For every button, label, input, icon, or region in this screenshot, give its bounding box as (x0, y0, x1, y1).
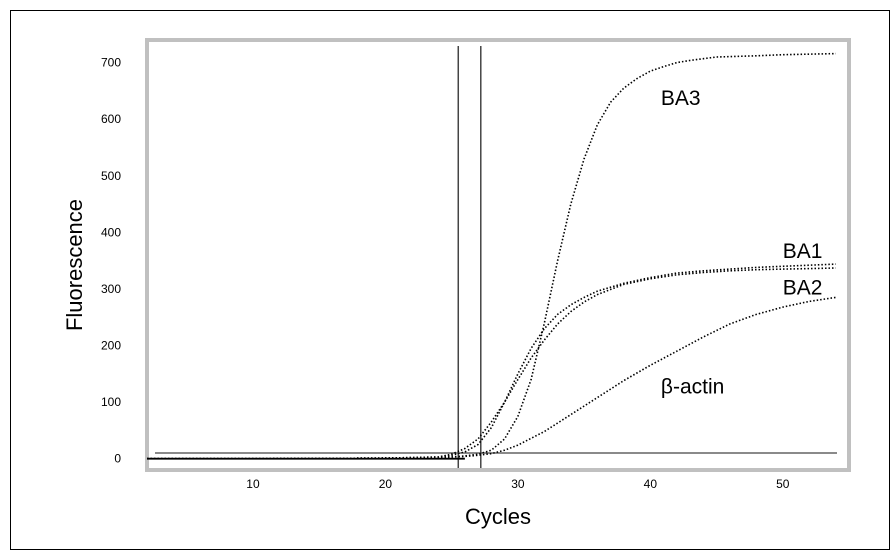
y-axis-title: Fluorescence (62, 199, 87, 331)
y-tick-label: 0 (114, 452, 121, 466)
series-line-actin (147, 296, 836, 460)
series-line-ba1 (147, 263, 836, 460)
series-annotations: BA3 BA1 BA2 β-actin (661, 87, 823, 399)
y-tick-label: 200 (101, 339, 121, 353)
y-tick-label: 100 (101, 395, 121, 409)
x-axis-ticks: 10 20 30 40 50 (246, 477, 789, 491)
plot-area (145, 38, 851, 472)
y-tick-label: 600 (101, 112, 121, 126)
y-tick-label: 500 (101, 169, 121, 183)
threshold-markers (155, 46, 837, 468)
y-tick-label: 400 (101, 225, 121, 239)
x-axis-title: Cycles (465, 504, 531, 529)
series-annotation: BA3 (661, 87, 701, 110)
x-tick-label: 30 (511, 477, 525, 491)
series-line-ba3 (147, 52, 836, 460)
fluorescence-chart: 10 20 30 40 50 0 100 200 300 400 500 600 700 BA3 BA1… (62, 38, 851, 529)
series-annotation: BA2 (783, 277, 823, 300)
series-annotation: BA1 (783, 240, 823, 263)
series-line-ba2 (147, 267, 836, 460)
y-axis-ticks: 0 100 200 300 400 500 600 700 (101, 56, 121, 466)
y-tick-label: 700 (101, 56, 121, 70)
series-annotation: β-actin (661, 376, 724, 399)
x-tick-label: 20 (379, 477, 393, 491)
x-tick-label: 40 (644, 477, 658, 491)
x-tick-label: 50 (776, 477, 790, 491)
x-tick-label: 10 (246, 477, 260, 491)
series-lines (147, 52, 836, 460)
y-tick-label: 300 (101, 282, 121, 296)
